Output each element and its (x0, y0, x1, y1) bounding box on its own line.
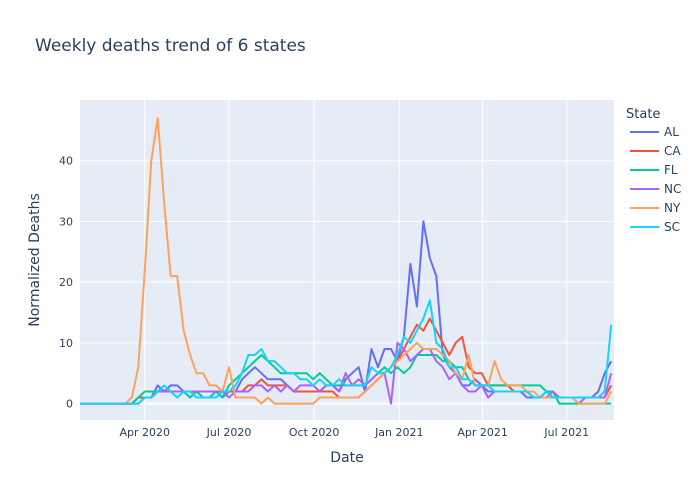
y-axis-title: Normalized Deaths (27, 193, 43, 326)
y-tick-label: 20 (59, 276, 73, 289)
series-line-sc (80, 299, 613, 405)
legend-label-ny: NY (664, 201, 681, 215)
x-axis-title: Date (330, 450, 363, 466)
y-tick-label: 30 (59, 215, 73, 228)
legend-items: AL CA FL NC NY SC (630, 125, 681, 234)
legend-label-fl: FL (664, 163, 678, 177)
legend-label-al: AL (664, 125, 679, 139)
y-axis-ticks: 0 10 20 30 40 (59, 155, 73, 411)
x-axis-ticks: Apr 2020 Jul 2020 Oct 2020 Jan 2021 Apr 2021… (120, 426, 590, 439)
x-tick-label: Jan 2021 (374, 426, 423, 439)
x-tick-label: Apr 2021 (457, 426, 508, 439)
legend-title: State (626, 107, 660, 122)
x-tick-label: Jul 2021 (543, 426, 589, 439)
series-lines (80, 117, 613, 405)
legend: State AL CA FL NC NY SC (626, 107, 681, 234)
x-tick-label: Jul 2020 (206, 426, 252, 439)
y-tick-label: 40 (59, 155, 73, 168)
y-tick-label: 0 (66, 398, 73, 411)
x-tick-label: Apr 2020 (120, 426, 171, 439)
y-tick-label: 10 (59, 337, 73, 350)
chart-title: Weekly deaths trend of 6 states (35, 36, 306, 56)
legend-label-sc: SC (664, 220, 680, 234)
legend-label-ca: CA (664, 144, 681, 158)
gridlines (80, 100, 614, 420)
legend-label-nc: NC (664, 182, 681, 196)
x-tick-label: Oct 2020 (289, 426, 340, 439)
